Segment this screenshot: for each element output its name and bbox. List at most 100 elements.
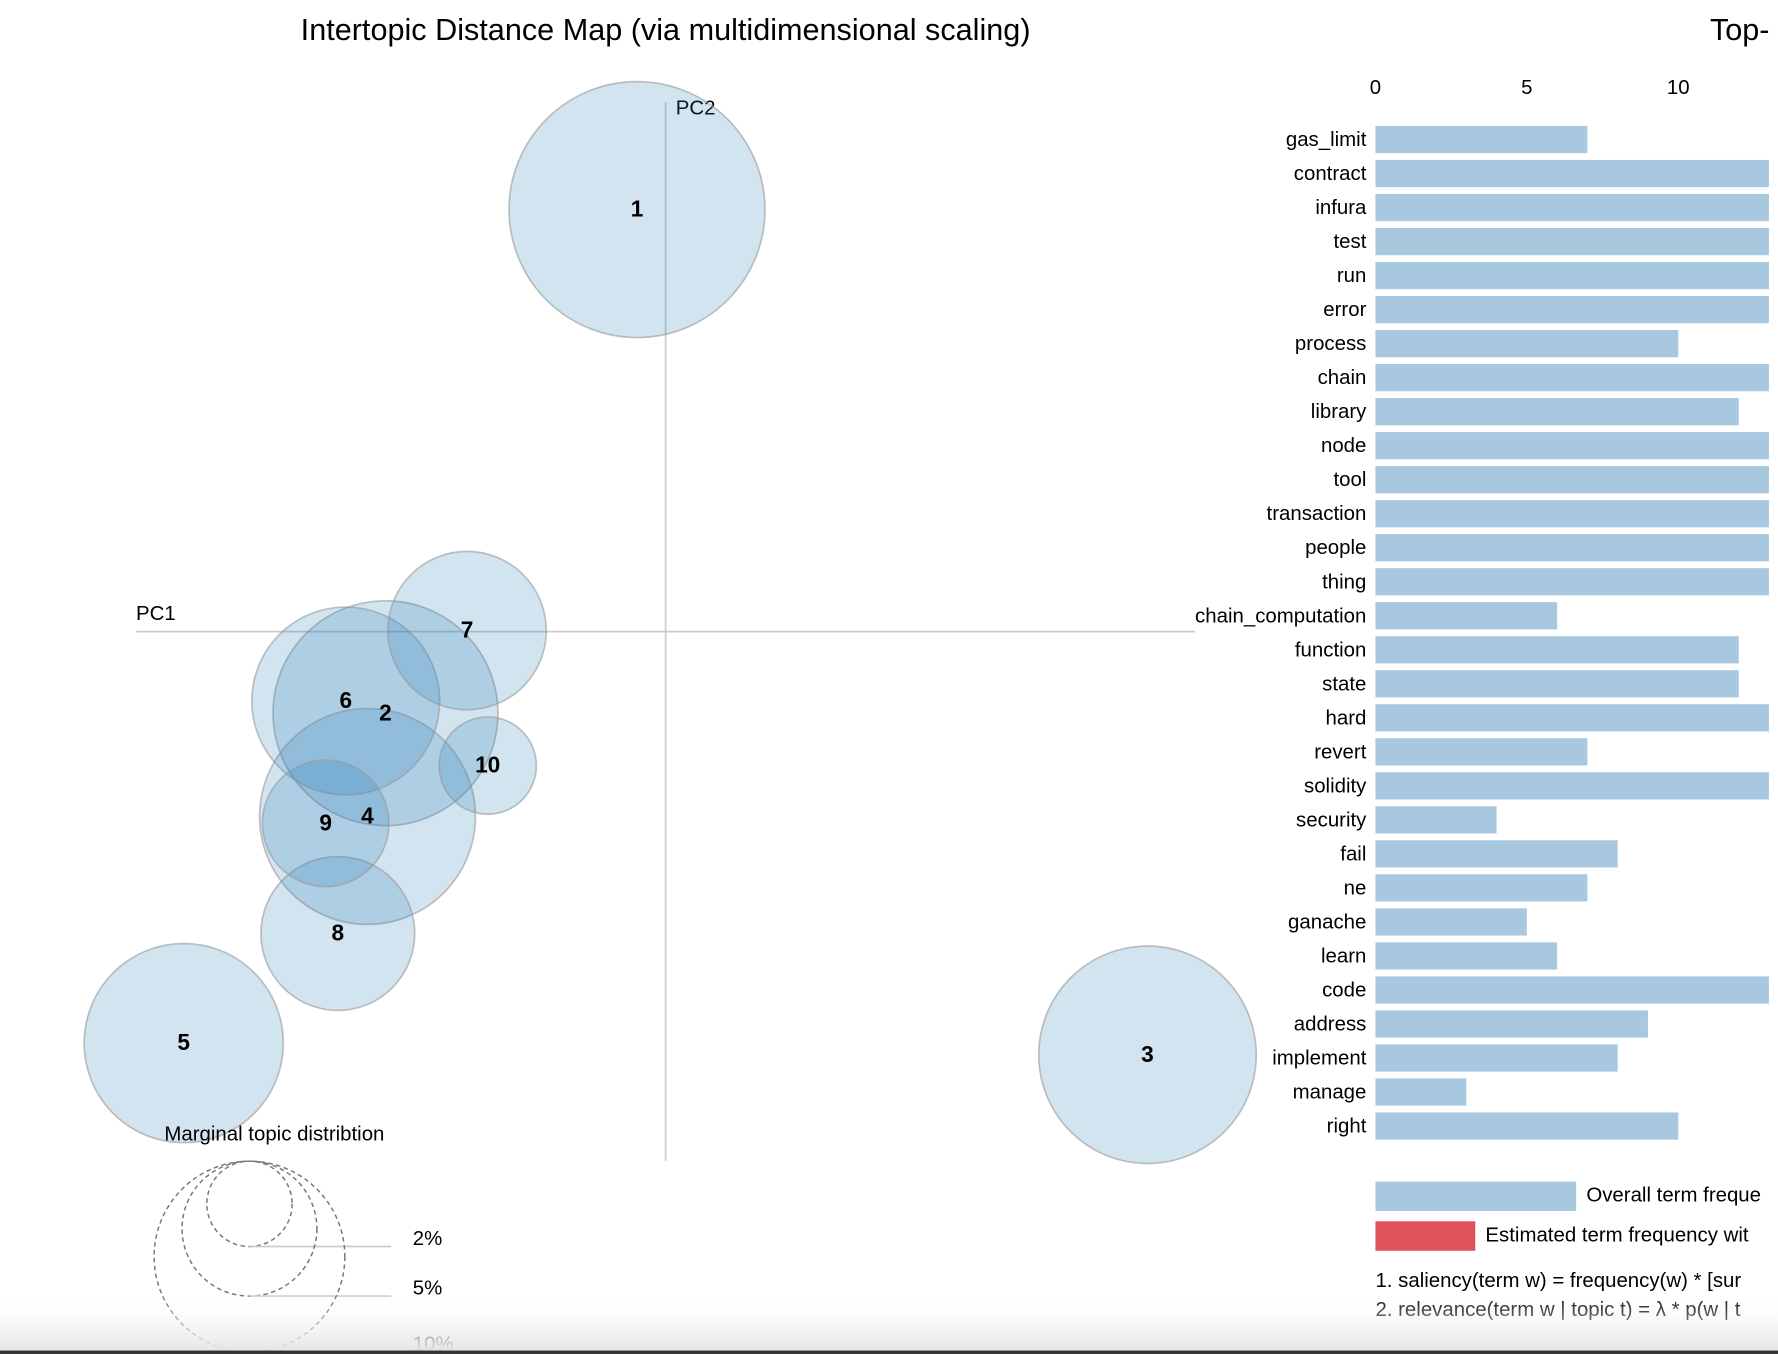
chart-title: Intertopic Distance Map (via multidimens…: [301, 13, 1031, 47]
term-label: gas_limit: [1286, 129, 1367, 151]
term-label: test: [1333, 231, 1366, 253]
content: Intertopic Distance Map (via multidimens…: [83, 13, 1770, 1354]
bar: [1375, 398, 1739, 426]
topic-label: 3: [1141, 1041, 1154, 1067]
bar: [1375, 568, 1769, 596]
topic-label: 4: [361, 803, 374, 829]
term-label: node: [1321, 435, 1366, 457]
note: 1. saliency(term w) = frequency(w) * [su…: [1375, 1270, 1741, 1292]
x-tick-label: 10: [1667, 77, 1690, 99]
bottom-fade: [0, 1292, 1778, 1352]
chart-title: Top-: [1710, 13, 1770, 47]
bar: [1375, 908, 1527, 936]
term-label: hard: [1326, 707, 1367, 729]
bar: [1375, 976, 1769, 1004]
topic-label: 7: [461, 617, 474, 643]
term-label: infura: [1315, 197, 1367, 219]
term-label: manage: [1293, 1082, 1367, 1104]
term-label: implement: [1272, 1048, 1366, 1070]
term-label: state: [1322, 673, 1366, 695]
bar: [1375, 1112, 1679, 1140]
topic-bubble: [1037, 945, 1258, 1165]
bar: [1375, 364, 1769, 392]
term-label: library: [1311, 401, 1367, 423]
term-label: tool: [1333, 469, 1366, 491]
topic-label: 9: [319, 809, 332, 835]
size-legend-circle: [181, 1160, 318, 1297]
size-legend-circle: [153, 1160, 346, 1353]
term-label: ne: [1344, 877, 1367, 899]
topic-label: 5: [177, 1029, 190, 1055]
bar: [1375, 1010, 1648, 1038]
bar: [1375, 330, 1679, 358]
x-axis-label: PC1: [136, 603, 176, 625]
topic-label: 6: [339, 687, 352, 713]
bar: [1375, 840, 1618, 868]
bar: [1375, 159, 1769, 188]
size-legend-title: Marginal topic distribtion: [164, 1123, 384, 1145]
topic-bubble: [83, 942, 285, 1144]
y-axis-label: PC2: [676, 97, 716, 119]
x-tick-label: 5: [1521, 77, 1532, 99]
legend-swatch: [1375, 1181, 1577, 1212]
term-label: error: [1323, 299, 1366, 321]
term-label: function: [1295, 639, 1366, 661]
bar: [1375, 261, 1769, 290]
bar: [1375, 704, 1769, 732]
term-label: people: [1305, 537, 1366, 559]
term-label: thing: [1322, 571, 1366, 593]
topic-label: 8: [332, 920, 345, 946]
legend-label: Estimated term frequency wit: [1485, 1224, 1748, 1246]
bar: [1375, 738, 1588, 766]
term-label: code: [1322, 979, 1366, 1001]
bar: [1375, 1078, 1467, 1106]
bar: [1375, 806, 1497, 834]
size-legend-circle: [206, 1160, 293, 1248]
bar: [1375, 670, 1739, 698]
bar: [1375, 193, 1769, 222]
bar: [1375, 296, 1769, 324]
topic-bubble: [272, 599, 499, 827]
term-label: contract: [1294, 163, 1367, 185]
term-label: process: [1295, 333, 1366, 355]
term-label: run: [1337, 265, 1367, 287]
bar: [1375, 602, 1558, 630]
bar: [1375, 432, 1769, 460]
term-label: ganache: [1288, 911, 1366, 933]
bar: [1375, 466, 1769, 494]
size-legend-label: 2%: [413, 1228, 443, 1250]
topic-label: 2: [379, 699, 392, 725]
topic-label: 1: [631, 196, 644, 222]
x-tick-label: 0: [1370, 77, 1381, 99]
bottom-border: [0, 1350, 1778, 1354]
legend-label: Overall term freque: [1586, 1185, 1761, 1207]
term-label: learn: [1321, 945, 1366, 967]
topic-bubble: [386, 550, 548, 711]
legend-swatch: [1375, 1221, 1476, 1251]
term-label: security: [1296, 809, 1367, 831]
topic-label: 10: [475, 752, 500, 778]
term-label: chain: [1318, 367, 1367, 389]
term-label: solidity: [1304, 775, 1367, 797]
bar: [1375, 534, 1769, 562]
bar: [1375, 1044, 1618, 1072]
topic-bubble: [260, 855, 416, 1012]
topic-bubble: [438, 716, 538, 816]
topic-bubble: [258, 707, 477, 926]
term-label: fail: [1340, 843, 1366, 865]
term-label: right: [1327, 1116, 1367, 1138]
bar: [1375, 772, 1769, 800]
term-label: address: [1294, 1014, 1367, 1036]
bar: [1375, 874, 1588, 902]
bar: [1375, 500, 1769, 528]
topic-bubble: [261, 759, 390, 888]
topic-bubble: [508, 80, 766, 339]
bar: [1375, 227, 1769, 256]
term-label: transaction: [1267, 503, 1367, 525]
term-label: revert: [1314, 741, 1366, 763]
topic-bubble: [250, 606, 441, 796]
bar: [1375, 942, 1558, 970]
bar: [1375, 125, 1588, 154]
